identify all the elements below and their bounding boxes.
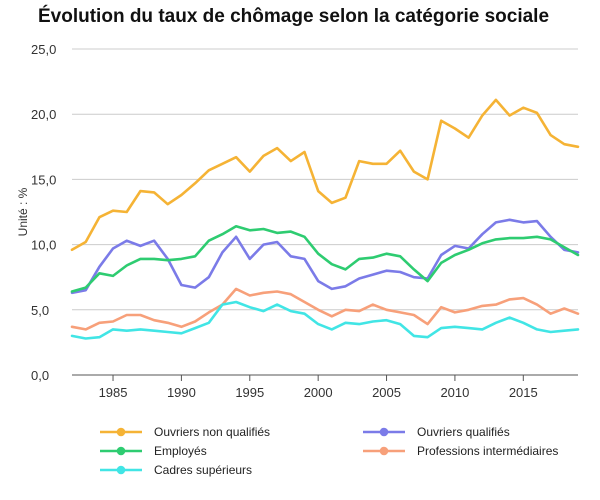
y-tick-label: 0,0 — [31, 368, 49, 383]
legend-label: Professions intermédiaires — [417, 444, 558, 458]
legend-marker — [116, 446, 126, 456]
legend-marker — [116, 427, 126, 437]
series-line — [70, 300, 580, 340]
series-line — [70, 225, 580, 293]
y-axis-title: Unité : % — [16, 187, 30, 236]
legend-marker — [116, 465, 126, 475]
series-line — [70, 218, 580, 295]
y-tick-label: 15,0 — [31, 172, 56, 187]
chart-title: Évolution du taux de chômage selon la ca… — [38, 6, 550, 27]
series-lines — [70, 98, 580, 340]
legend: Ouvriers non qualifiés Ouvriers qualifiés… — [100, 425, 558, 477]
x-tick-labels: 1985 1990 1995 2000 2005 2010 2015 — [99, 375, 538, 400]
legend-item: Ouvriers non qualifiés — [100, 425, 270, 439]
legend-marker — [379, 427, 389, 437]
x-tick-label: 2000 — [304, 385, 333, 400]
legend-label: Employés — [154, 444, 207, 458]
legend-item: Professions intermédiaires — [363, 444, 558, 458]
y-tick-label: 5,0 — [31, 303, 49, 318]
y-tick-label: 10,0 — [31, 238, 56, 253]
legend-label: Ouvriers non qualifiés — [154, 425, 270, 439]
x-tick-label: 1990 — [167, 385, 196, 400]
legend-label: Cadres supérieurs — [154, 463, 252, 477]
x-tick-label: 2005 — [372, 385, 401, 400]
legend-item: Employés — [100, 444, 207, 458]
y-tick-label: 25,0 — [31, 42, 56, 57]
y-tick-labels: 0,0 5,0 10,0 15,0 20,0 25,0 — [31, 42, 56, 383]
series-line — [70, 98, 580, 252]
legend-item: Cadres supérieurs — [100, 463, 252, 477]
legend-item: Ouvriers qualifiés — [363, 425, 510, 439]
y-tick-label: 20,0 — [31, 107, 56, 122]
x-tick-label: 2010 — [440, 385, 469, 400]
x-tick-label: 1995 — [235, 385, 264, 400]
legend-label: Ouvriers qualifiés — [417, 425, 510, 439]
legend-marker — [379, 446, 389, 456]
x-tick-label: 1985 — [99, 385, 128, 400]
gridlines — [72, 48, 578, 311]
series-line — [70, 287, 580, 331]
x-tick-label: 2015 — [509, 385, 538, 400]
